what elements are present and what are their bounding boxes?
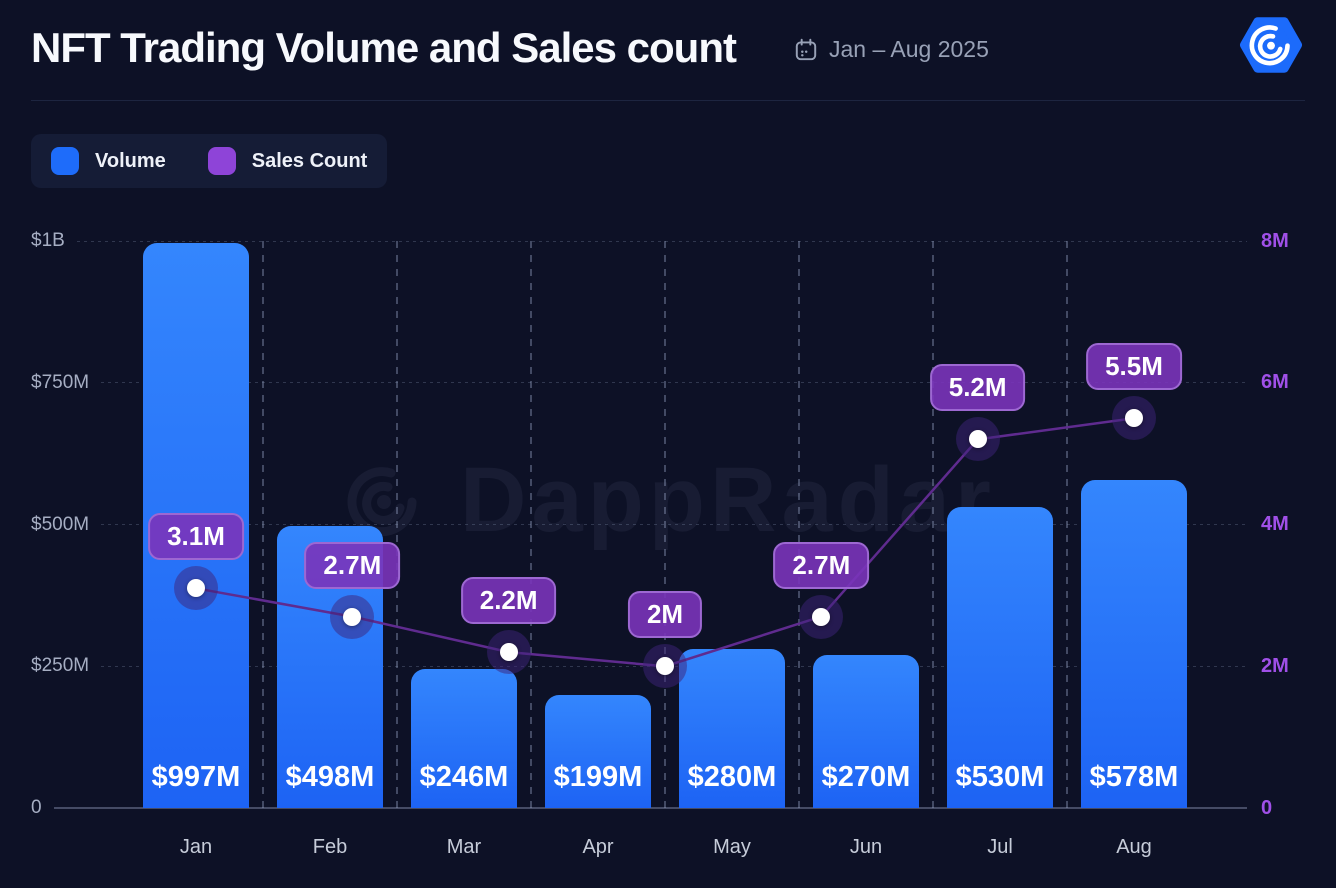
x-tick-jul: Jul [987,836,1013,858]
header-divider [31,100,1305,101]
month-boundary-line [262,241,264,808]
sales-count-swatch [207,147,236,175]
bar-apr[interactable]: $199M [545,695,651,808]
chart-legend: Volume Sales Count [31,134,388,188]
right-axis-tick: 4M [1261,513,1289,535]
left-axis-tick: $250M [31,655,90,677]
volume-legend-label: Volume [95,149,166,172]
sales-value-badge: 2.2M [460,577,557,625]
sales-point-3[interactable] [499,643,518,662]
left-axis-tick: $750M [31,371,90,393]
sales-value-badge: 5.2M [929,364,1026,412]
left-axis-tick: $500M [31,513,90,535]
sales-value-badge: 2M [627,591,703,639]
sales-point-6[interactable] [968,430,987,449]
bar-value-label: $280M [687,760,777,793]
x-tick-jan: Jan [179,836,213,858]
bar-aug[interactable]: $578M [1081,480,1187,808]
left-axis-tick: $1B [31,230,65,251]
left-axis-tick: 0 [31,797,42,818]
grid-row: $750M 6M [31,371,1305,394]
bar-value-label: $246M [419,760,509,793]
bar-value-label: $199M [553,760,643,793]
bar-value-label: $498M [285,760,375,793]
month-boundary-line [798,241,800,808]
bar-value-label: $997M [151,760,241,793]
watermark-text: DappRadar [460,449,996,551]
page-title: NFT Trading Volume and Sales count [31,24,737,71]
bar-mar[interactable]: $246M [411,668,517,808]
month-boundary-line [1066,241,1068,808]
bar-value-label: $270M [821,760,911,793]
date-range: Jan – Aug 2025 [793,36,989,63]
sales-point-7[interactable] [1125,409,1143,428]
right-axis-tick: 8M [1261,229,1289,252]
bar-value-label: $578M [1089,760,1179,793]
sales-point-2[interactable] [343,607,362,626]
month-boundary-line [932,241,934,808]
volume-swatch [51,147,79,175]
x-tick-aug: Aug [1116,836,1152,858]
x-tick-feb: Feb [312,836,348,858]
sales-value-badge: 3.1M [148,513,244,561]
right-axis-tick: 0 [1261,796,1273,819]
gridline [76,240,1247,242]
sales-point-1[interactable] [187,579,205,598]
right-axis-tick: 6M [1261,371,1289,394]
sales-count-legend-label: Sales Count [251,149,368,172]
dappradar-logo[interactable] [1238,12,1304,78]
legend-item-sales-count[interactable]: Sales Count [207,147,368,175]
bar-jul[interactable]: $530M [947,507,1053,808]
right-axis-tick: 2M [1261,654,1289,677]
gridline [101,524,1247,525]
month-boundary-line [396,241,398,808]
gridline [53,807,1247,809]
sales-value-badge: 2.7M [773,541,870,589]
date-range-label: Jan – Aug 2025 [829,36,989,62]
gridline [101,382,1247,384]
month-boundary-line [530,241,532,808]
bar-may[interactable]: $280M [679,649,785,808]
bar-jun[interactable]: $270M [813,654,919,808]
grid-row: $1B 8M [31,230,1305,252]
sales-value-badge: 2.7M [304,541,401,589]
x-tick-may: May [713,836,751,858]
x-tick-mar: Mar [446,836,482,858]
sales-point-4[interactable] [656,657,674,676]
calendar-icon [795,38,817,60]
sales-value-badge: 5.5M [1086,343,1182,391]
sales-point-5[interactable] [812,607,831,626]
x-tick-apr: Apr [582,836,614,858]
bar-value-label: $530M [955,760,1045,793]
legend-item-volume[interactable]: Volume [51,147,166,175]
x-tick-jun: Jun [849,836,883,858]
month-boundary-line [664,241,666,808]
